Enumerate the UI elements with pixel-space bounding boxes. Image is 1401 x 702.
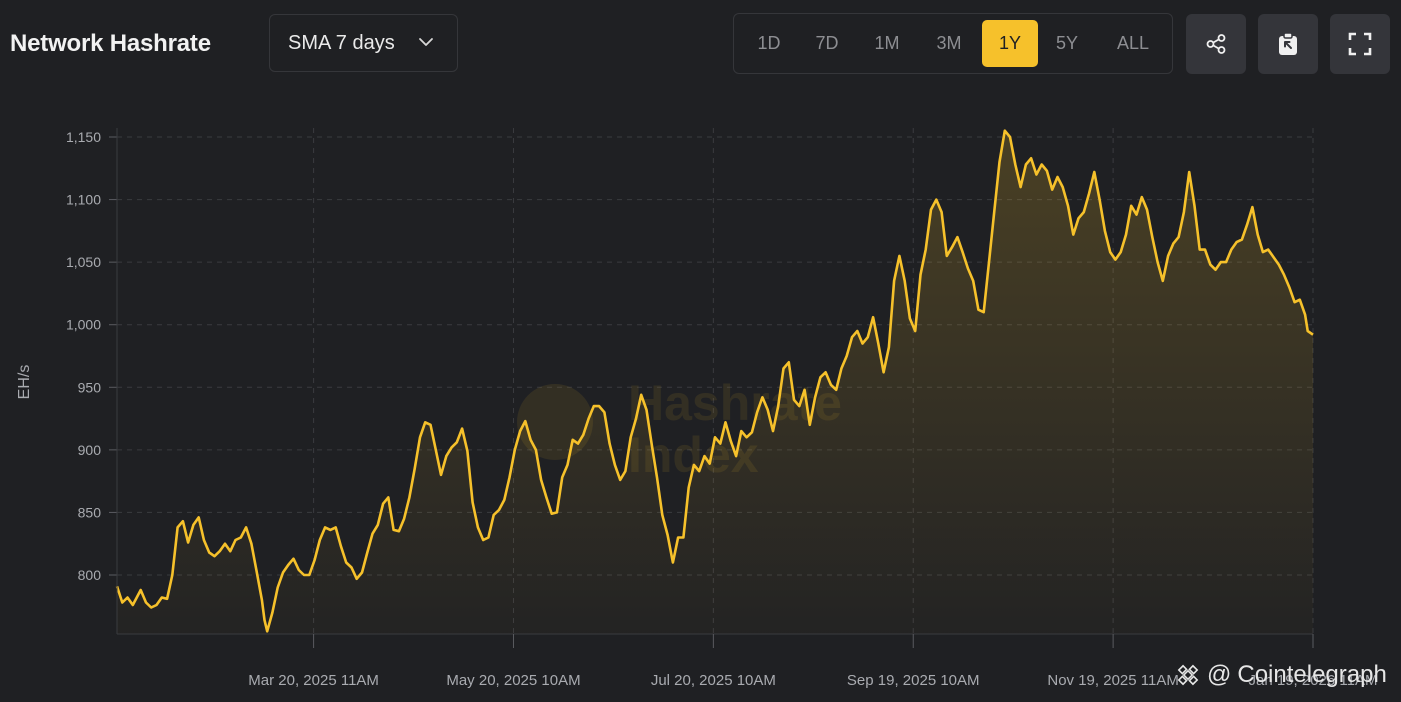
page-title: Network Hashrate [10, 30, 211, 57]
y-tick-label: 950 [78, 379, 102, 395]
x-tick-label: Sep 19, 2025 10AM [847, 672, 980, 689]
y-tick-label: 1,100 [66, 192, 101, 208]
x-tick-label: Jul 20, 2025 10AM [651, 672, 776, 689]
x-axis: Mar 20, 2025 11AM May 20, 2025 10AM Jul 20… [248, 634, 1377, 689]
share-button[interactable] [1186, 14, 1246, 74]
y-tick-label: 1,050 [66, 254, 101, 270]
y-axis: 800 850 900 950 1,000 1,050 1,100 1,150 [66, 128, 1313, 635]
x-tick-label: Nov 19, 2025 11AM [1047, 672, 1178, 689]
sma-select[interactable]: SMA 7 days [269, 14, 458, 72]
y-tick-label: 850 [78, 504, 102, 520]
credit: @ Cointelegraph [1175, 660, 1387, 690]
time-range-group: 1D 7D 1M 3M 1Y 5Y ALL [733, 13, 1173, 74]
hashrate-line [115, 129, 1314, 633]
chevron-down-icon [419, 38, 433, 46]
range-1y-button[interactable]: 1Y [982, 20, 1038, 67]
y-tick-label: 900 [78, 442, 102, 458]
credit-at: @ [1207, 661, 1232, 688]
share-icon [1206, 34, 1226, 54]
binance-logo-icon [1177, 664, 1199, 686]
clipboard-icon [1279, 32, 1297, 55]
y-axis-label: EH/s [16, 365, 33, 400]
fullscreen-button[interactable] [1330, 14, 1390, 74]
copy-image-button[interactable] [1258, 14, 1318, 74]
x-tick-label: Jan 19, 2026 11AM [1249, 672, 1378, 689]
range-1m-button[interactable]: 1M [874, 33, 900, 53]
range-7d-button[interactable]: 7D [815, 33, 839, 53]
range-1d-button[interactable]: 1D [757, 33, 781, 53]
range-all-button[interactable]: ALL [1116, 33, 1150, 53]
fullscreen-icon [1348, 32, 1372, 56]
hashrate-area [117, 130, 1313, 634]
sma-select-value: SMA 7 days [288, 31, 395, 54]
range-3m-button[interactable]: 3M [936, 33, 962, 53]
range-5y-button[interactable]: 5Y [1055, 33, 1079, 53]
y-tick-label: 800 [78, 567, 102, 583]
credit-name: Cointelegraph [1237, 661, 1387, 688]
y-tick-label: 1,000 [66, 317, 101, 333]
x-tick-label: Mar 20, 2025 11AM [248, 672, 379, 689]
y-tick-label: 1,150 [66, 129, 101, 145]
x-tick-label: May 20, 2025 10AM [446, 672, 580, 689]
